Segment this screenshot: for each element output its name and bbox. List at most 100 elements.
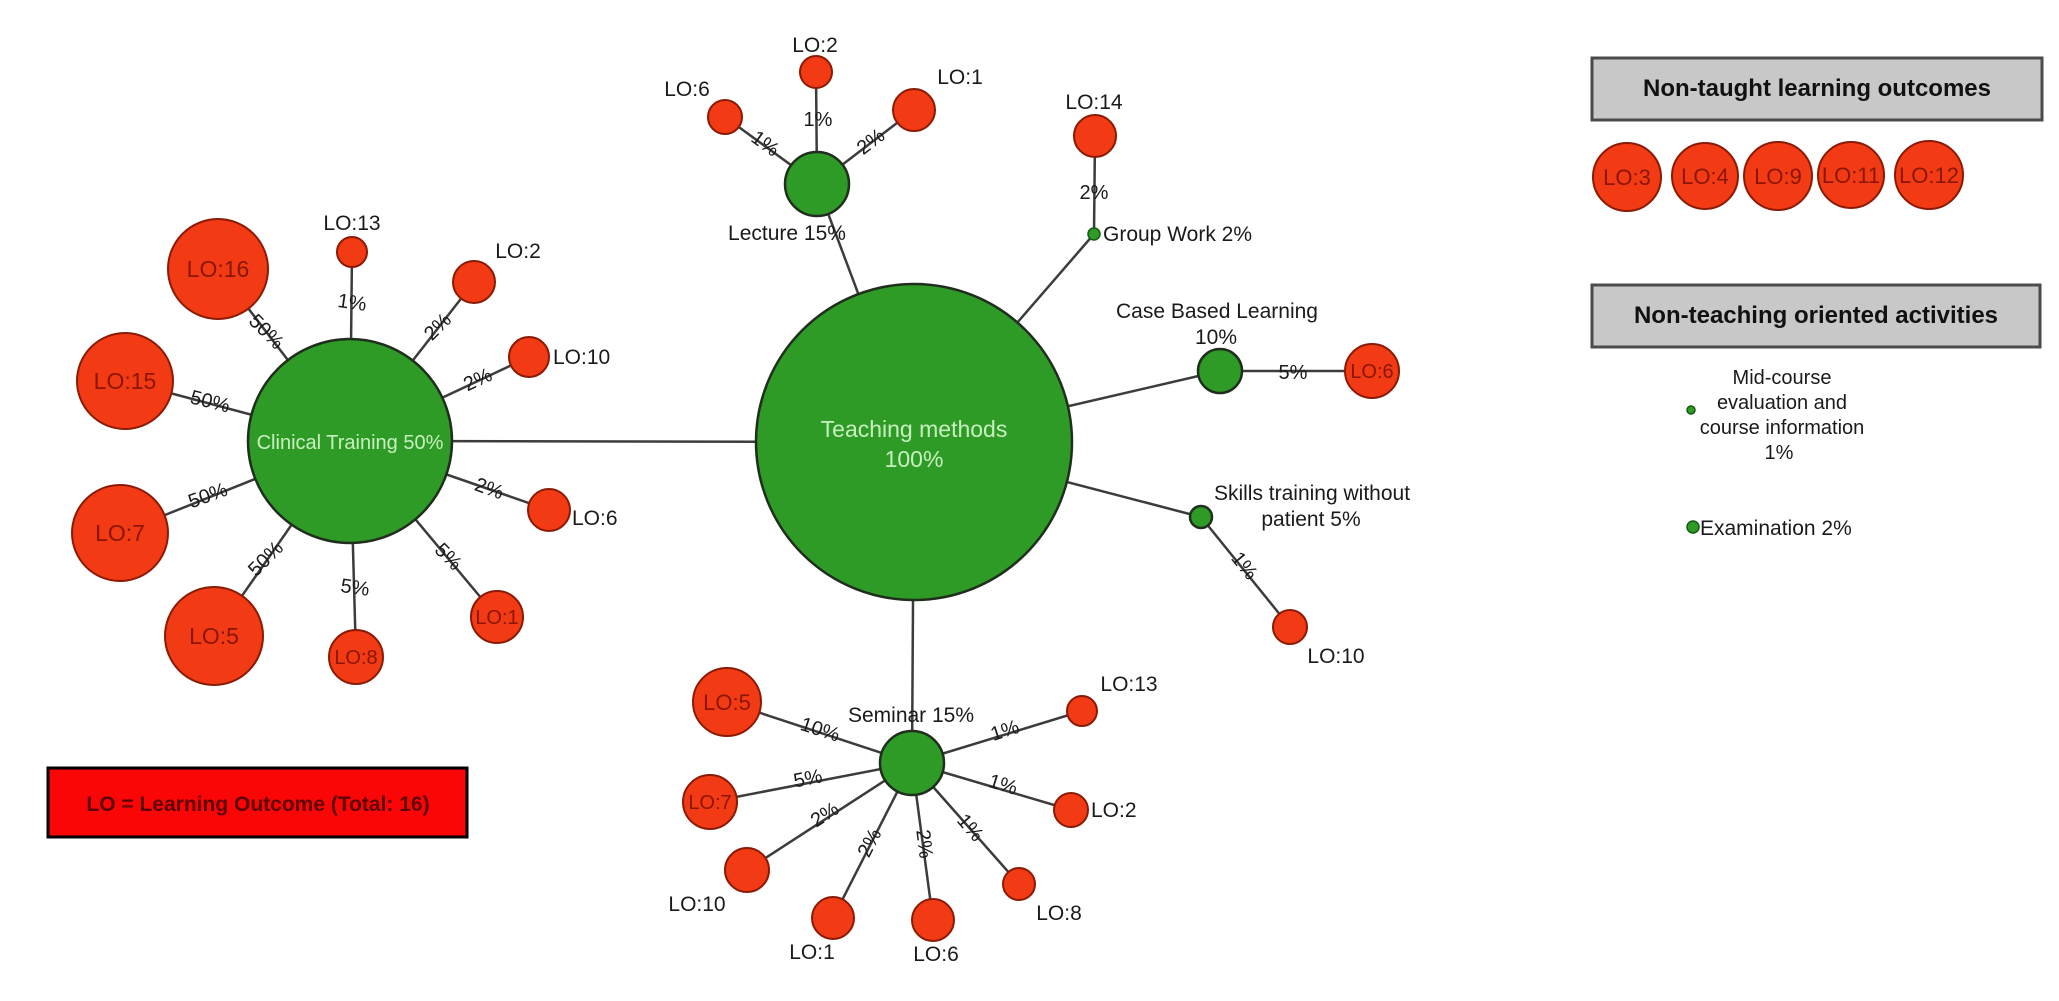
clinical-training-label: Clinical Training 50%	[257, 432, 444, 454]
node-group-work	[1087, 227, 1101, 241]
node-clinical-lo5	[164, 586, 264, 686]
seminar-lo5-label: LO:5	[703, 690, 751, 715]
clinical-lo7-label: LO:7	[95, 520, 145, 546]
group-work-label: Group Work 2%	[1103, 223, 1252, 246]
node-seminar-lo2	[1053, 792, 1089, 828]
skills-label-line2: patient 5%	[1261, 508, 1360, 531]
mid-course-label-line1: Mid-course	[1733, 367, 1832, 389]
seminar-lo2-pct: 1%	[986, 770, 1020, 800]
lecture-lo1-label: LO:1	[937, 66, 983, 89]
legend-text: LO = Learning Outcome (Total: 16)	[86, 793, 429, 816]
node-casebased-lo6	[1344, 343, 1400, 399]
examination-label: Examination 2%	[1700, 517, 1852, 540]
case-based-label-line1: Case Based Learning	[1116, 300, 1318, 323]
node-seminar-lo13	[1066, 695, 1098, 727]
node-skills-training	[1188, 504, 1214, 530]
seminar-lo13-pct: 1%	[988, 716, 1022, 746]
clinical-lo6-pct: 2%	[472, 474, 507, 505]
node-clinical-lo6	[527, 488, 571, 532]
seminar-lo1-label: LO:1	[789, 941, 835, 964]
seminar-lo5-pct: 10%	[798, 713, 843, 746]
clinical-lo2-pct: 2%	[420, 309, 456, 345]
clinical-lo16-pct: 50%	[244, 310, 288, 354]
clinical-lo8-label: LO:8	[334, 647, 377, 669]
seminar-lo1-pct: 2%	[854, 825, 887, 861]
mid-course-label-line4: 1%	[1765, 442, 1794, 464]
node-nontaught-lo9	[1743, 141, 1813, 211]
mid-course-label-line2: evaluation and	[1717, 392, 1847, 414]
node-clinical-lo7	[71, 484, 169, 582]
legend-box	[46, 766, 469, 839]
clinical-lo10-label: LO:10	[553, 346, 610, 369]
node-lecture-lo2	[799, 55, 833, 89]
seminar-lo2-label: LO:2	[1091, 799, 1137, 822]
teaching-methods-label-line1: Teaching methods	[821, 416, 1008, 442]
node-lecture-lo1	[892, 88, 936, 132]
lecture-lo2-pct: 1%	[804, 109, 833, 131]
non-taught-panel-header	[1590, 56, 2044, 122]
node-clinical-lo13	[336, 236, 368, 268]
seminar-lo10-label: LO:10	[668, 893, 725, 916]
seminar-lo6-label: LO:6	[913, 943, 959, 966]
node-groupwork-lo14	[1073, 114, 1117, 158]
clinical-lo5-pct: 50%	[244, 537, 288, 581]
nontaught-lo12-label: LO:12	[1899, 163, 1959, 188]
node-mid-course-evaluation	[1686, 405, 1696, 415]
non-teaching-panel-header	[1590, 283, 2042, 349]
connector-line	[1200, 516, 1291, 628]
seminar-lo13-label: LO:13	[1100, 673, 1157, 696]
connector-line	[709, 761, 913, 804]
clinical-lo13-pct: 1%	[336, 290, 368, 316]
seminar-lo6-pct: 2%	[911, 828, 936, 860]
lecture-label: Lecture 15%	[728, 222, 846, 245]
seminar-lo7-pct: 5%	[792, 765, 825, 792]
node-clinical-lo1	[470, 590, 524, 644]
teaching-methods-label-line2: 100%	[885, 446, 944, 472]
node-lecture	[783, 150, 851, 218]
non-taught-nodes: LO:3 LO:4 LO:9 LO:11 LO:12	[1592, 140, 1964, 212]
node-seminar-lo10	[724, 847, 770, 893]
clinical-lo15-pct: 50%	[188, 386, 232, 417]
mid-course-label-line3: course information	[1700, 417, 1865, 439]
seminar-label: Seminar 15%	[848, 704, 974, 727]
groupwork-lo14-pct: 2%	[1080, 182, 1109, 204]
non-taught-panel-title: Non-taught learning outcomes	[1643, 75, 1991, 102]
seminar-lo7-label: LO:7	[688, 792, 731, 814]
clinical-lo5-label: LO:5	[189, 623, 239, 649]
node-nontaught-lo3	[1592, 142, 1662, 212]
clinical-lo10-pct: 2%	[460, 364, 496, 396]
node-seminar-lo7	[682, 774, 738, 830]
clinical-lo16-label: LO:16	[187, 256, 250, 282]
node-clinical-lo8	[328, 629, 384, 685]
casebased-lo6-pct: 5%	[1279, 362, 1308, 384]
node-seminar	[878, 729, 946, 797]
node-teaching-methods	[754, 282, 1074, 602]
nontaught-lo4-label: LO:4	[1681, 164, 1729, 189]
clinical-lo7-pct: 50%	[185, 479, 230, 513]
node-clinical-lo16	[167, 218, 269, 320]
node-case-based-learning	[1196, 347, 1244, 395]
seminar-lo8-label: LO:8	[1036, 902, 1082, 925]
node-nontaught-lo4	[1671, 142, 1739, 210]
nontaught-lo11-label: LO:11	[1822, 163, 1880, 188]
lecture-lo6-label: LO:6	[664, 78, 710, 101]
skills-label-line1: Skills training without	[1214, 482, 1410, 505]
clinical-lo8-pct: 5%	[339, 575, 371, 601]
nontaught-lo9-label: LO:9	[1754, 164, 1802, 189]
node-examination	[1686, 520, 1700, 534]
skills-lo10-label: LO:10	[1307, 645, 1364, 668]
node-seminar-lo1	[811, 896, 855, 940]
clinical-lo2-label: LO:2	[495, 240, 541, 263]
node-skills-lo10	[1272, 609, 1308, 645]
lecture-lo2-label: LO:2	[792, 34, 838, 57]
non-teaching-panel-title: Non-teaching oriented activities	[1634, 302, 1998, 329]
node-clinical-training	[246, 337, 454, 545]
nontaught-lo3-label: LO:3	[1603, 165, 1651, 190]
clinical-lo13-label: LO:13	[323, 212, 380, 235]
clinical-lo1-label: LO:1	[475, 607, 518, 629]
node-clinical-lo15	[76, 332, 174, 430]
node-seminar-lo5	[692, 667, 762, 737]
node-seminar-lo8	[1002, 867, 1036, 901]
